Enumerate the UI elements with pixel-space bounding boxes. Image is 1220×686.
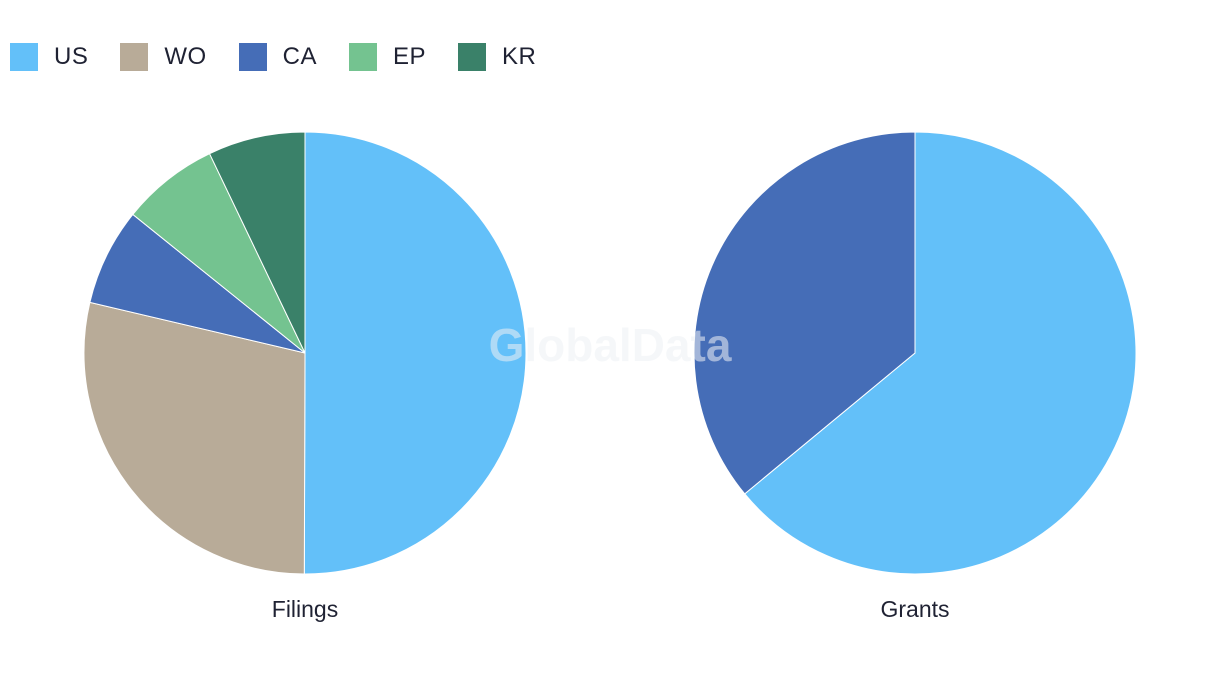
filings-pie	[83, 131, 527, 575]
legend-swatch-kr	[458, 43, 487, 71]
legend-swatch-us	[10, 43, 38, 71]
legend-item-kr[interactable]: KR	[458, 43, 536, 71]
grants-slice-ca[interactable]	[693, 131, 916, 495]
grants-pie-title: Grants	[880, 596, 949, 622]
legend-item-wo[interactable]: WO	[120, 43, 206, 71]
legend-label-kr: KR	[502, 43, 537, 70]
filings-slice-kr[interactable]	[208, 131, 306, 354]
legend-item-ep[interactable]: EP	[349, 43, 426, 71]
legend-swatch-wo	[120, 43, 149, 71]
legend-label-us: US	[54, 43, 89, 70]
legend-label-ep: EP	[393, 43, 427, 70]
grants-slice-us[interactable]	[744, 131, 1137, 575]
grants-pie	[693, 131, 1137, 575]
legend-label-ca: CA	[282, 43, 318, 70]
filings-pie-title: Filings	[272, 596, 338, 622]
legend-item-us[interactable]: US	[10, 43, 88, 71]
filings-slice-us[interactable]	[303, 131, 527, 575]
legend-item-ca[interactable]: CA	[238, 43, 318, 71]
legend-label-wo: WO	[164, 43, 207, 70]
legend-swatch-ca	[238, 43, 267, 71]
chart-legend: US WO CA EP KR	[10, 42, 568, 72]
legend-swatch-ep	[349, 43, 378, 71]
filings-slice-wo[interactable]	[83, 301, 306, 575]
